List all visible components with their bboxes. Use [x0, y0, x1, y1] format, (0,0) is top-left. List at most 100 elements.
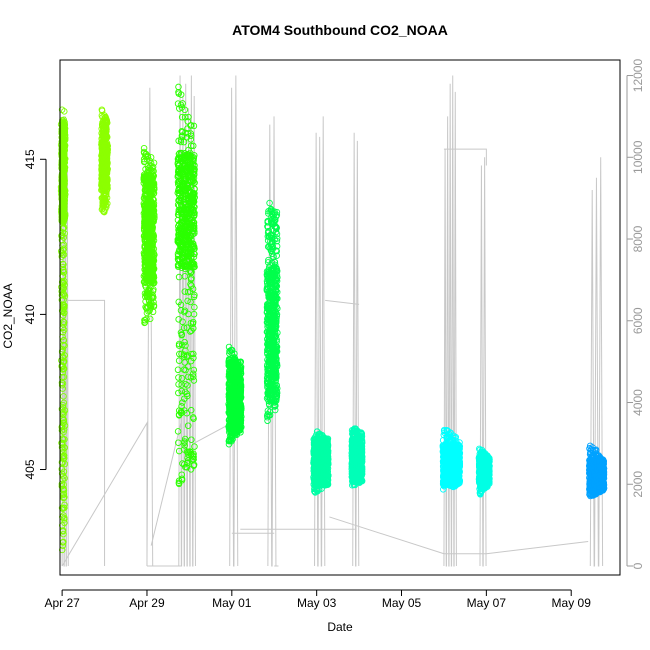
data-point	[103, 167, 110, 175]
data-point	[60, 179, 68, 187]
data-point	[60, 428, 67, 436]
data-point	[61, 519, 68, 527]
data-point	[61, 142, 69, 149]
data-point	[61, 342, 68, 349]
chart-title: ATOM4 Southbound CO2_NOAA	[232, 22, 448, 38]
altitude-profile	[267, 116, 277, 567]
data-point	[102, 129, 110, 136]
data-point	[61, 302, 68, 309]
data-point	[61, 516, 68, 523]
data-point	[60, 146, 67, 153]
data-point	[61, 460, 69, 468]
altitude-profile	[178, 75, 196, 567]
data-point	[60, 530, 67, 538]
data-point	[60, 155, 67, 162]
data-point	[61, 422, 69, 429]
data-point	[61, 108, 68, 115]
series-group	[310, 428, 332, 496]
data-point	[61, 210, 69, 217]
data-point	[60, 148, 68, 156]
data-point	[60, 426, 68, 433]
data-point	[103, 154, 110, 162]
data-point	[60, 419, 68, 426]
data-point	[61, 493, 68, 501]
altitude-profile	[443, 75, 457, 567]
altitude-transit-line	[443, 148, 487, 166]
data-point	[60, 319, 68, 326]
altitude-profile	[229, 75, 239, 567]
altitude-profile	[589, 157, 604, 567]
altitude-transit-line	[66, 299, 106, 567]
data-point	[61, 436, 68, 443]
data-point	[103, 194, 111, 202]
data-point	[60, 487, 68, 494]
data-point	[98, 106, 106, 113]
data-point	[60, 309, 68, 317]
data-point	[61, 444, 68, 451]
altitude-profile	[479, 157, 487, 567]
data-point	[60, 326, 68, 334]
data-point	[61, 164, 69, 171]
data-point	[61, 474, 68, 482]
data-point	[61, 501, 68, 509]
data-point	[60, 393, 67, 400]
data-point	[61, 121, 69, 128]
data-point	[60, 241, 68, 248]
data-point	[104, 145, 111, 153]
data-point	[60, 538, 67, 546]
data-point	[141, 319, 148, 327]
data-point	[103, 186, 110, 193]
co2-series	[57, 83, 608, 554]
data-point	[61, 281, 68, 289]
x-axis-label: Date	[327, 620, 353, 634]
data-point	[100, 208, 107, 215]
series-group	[263, 199, 281, 425]
series-group	[98, 106, 111, 216]
data-point	[60, 318, 67, 325]
data-point	[60, 504, 67, 512]
data-point	[103, 150, 111, 158]
data-point	[58, 422, 66, 430]
series-group	[140, 144, 158, 327]
data-point	[103, 118, 111, 125]
data-point	[61, 352, 68, 359]
data-point	[61, 175, 68, 182]
altitude-profile	[61, 116, 69, 567]
data-point	[103, 142, 111, 150]
altitude-series	[61, 75, 604, 567]
data-point	[102, 157, 109, 164]
data-point	[60, 234, 67, 241]
data-point	[60, 277, 68, 285]
series-group	[57, 106, 69, 554]
data-point	[60, 494, 67, 502]
altitude-profile	[352, 132, 360, 567]
data-point	[60, 266, 67, 274]
data-point	[60, 408, 67, 416]
data-point	[103, 147, 111, 154]
altitude-profile	[146, 87, 154, 567]
data-point	[60, 268, 68, 276]
data-point	[104, 177, 111, 184]
data-point	[61, 187, 69, 195]
data-point	[60, 341, 67, 349]
data-point	[60, 138, 68, 146]
series-group	[348, 425, 366, 489]
data-point	[140, 144, 148, 152]
data-point	[60, 171, 68, 179]
data-point	[61, 131, 69, 139]
data-point	[61, 150, 68, 158]
altitude-transit-line	[329, 516, 589, 555]
data-point	[103, 133, 111, 141]
data-point	[60, 284, 67, 292]
altitude-profile	[314, 116, 326, 567]
data-point	[102, 124, 110, 131]
data-point	[61, 206, 68, 213]
data-point	[102, 183, 110, 191]
data-point	[60, 216, 67, 224]
data-point	[61, 292, 69, 300]
data-point	[102, 132, 110, 139]
data-point	[60, 198, 67, 206]
data-point	[60, 135, 68, 142]
data-point	[143, 315, 150, 323]
